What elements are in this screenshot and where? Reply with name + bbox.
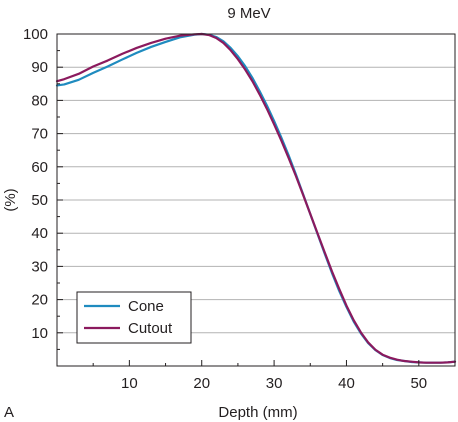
y-axis-label: (%) [2, 188, 19, 211]
y-tick-label: 30 [31, 258, 48, 275]
panel-label: A [4, 404, 14, 421]
axis-ticks [57, 33, 420, 366]
y-tick-label: 20 [31, 292, 48, 309]
legend-label-cutout: Cutout [128, 320, 173, 337]
y-tick-labels: 10 20 30 40 50 60 70 80 90 100 [23, 26, 48, 342]
x-tick-label: 30 [266, 375, 283, 392]
x-tick-label: 40 [338, 375, 355, 392]
legend-box [76, 291, 192, 344]
y-tick-label: 50 [31, 192, 48, 209]
x-tick-label: 50 [410, 375, 427, 392]
legend-label-cone: Cone [128, 298, 164, 315]
series-line-cutout [55, 32, 457, 364]
y-tick-label: 40 [31, 225, 48, 242]
y-tick-label: 80 [31, 92, 48, 109]
x-axis-label: Depth (mm) [218, 404, 297, 421]
y-tick-label: 90 [31, 59, 48, 76]
y-tick-label: 60 [31, 159, 48, 176]
x-tick-label: 20 [193, 375, 210, 392]
legend: Cone Cutout [76, 291, 192, 344]
y-tick-label: 100 [23, 26, 48, 43]
chart-title: 9 MeV [227, 5, 270, 22]
y-tick-label: 70 [31, 126, 48, 143]
x-tick-labels: 10 20 30 40 50 [121, 375, 427, 392]
series-layer [55, 32, 457, 364]
x-tick-label: 10 [121, 375, 138, 392]
grid-lines [57, 33, 455, 334]
y-tick-label: 10 [31, 325, 48, 342]
